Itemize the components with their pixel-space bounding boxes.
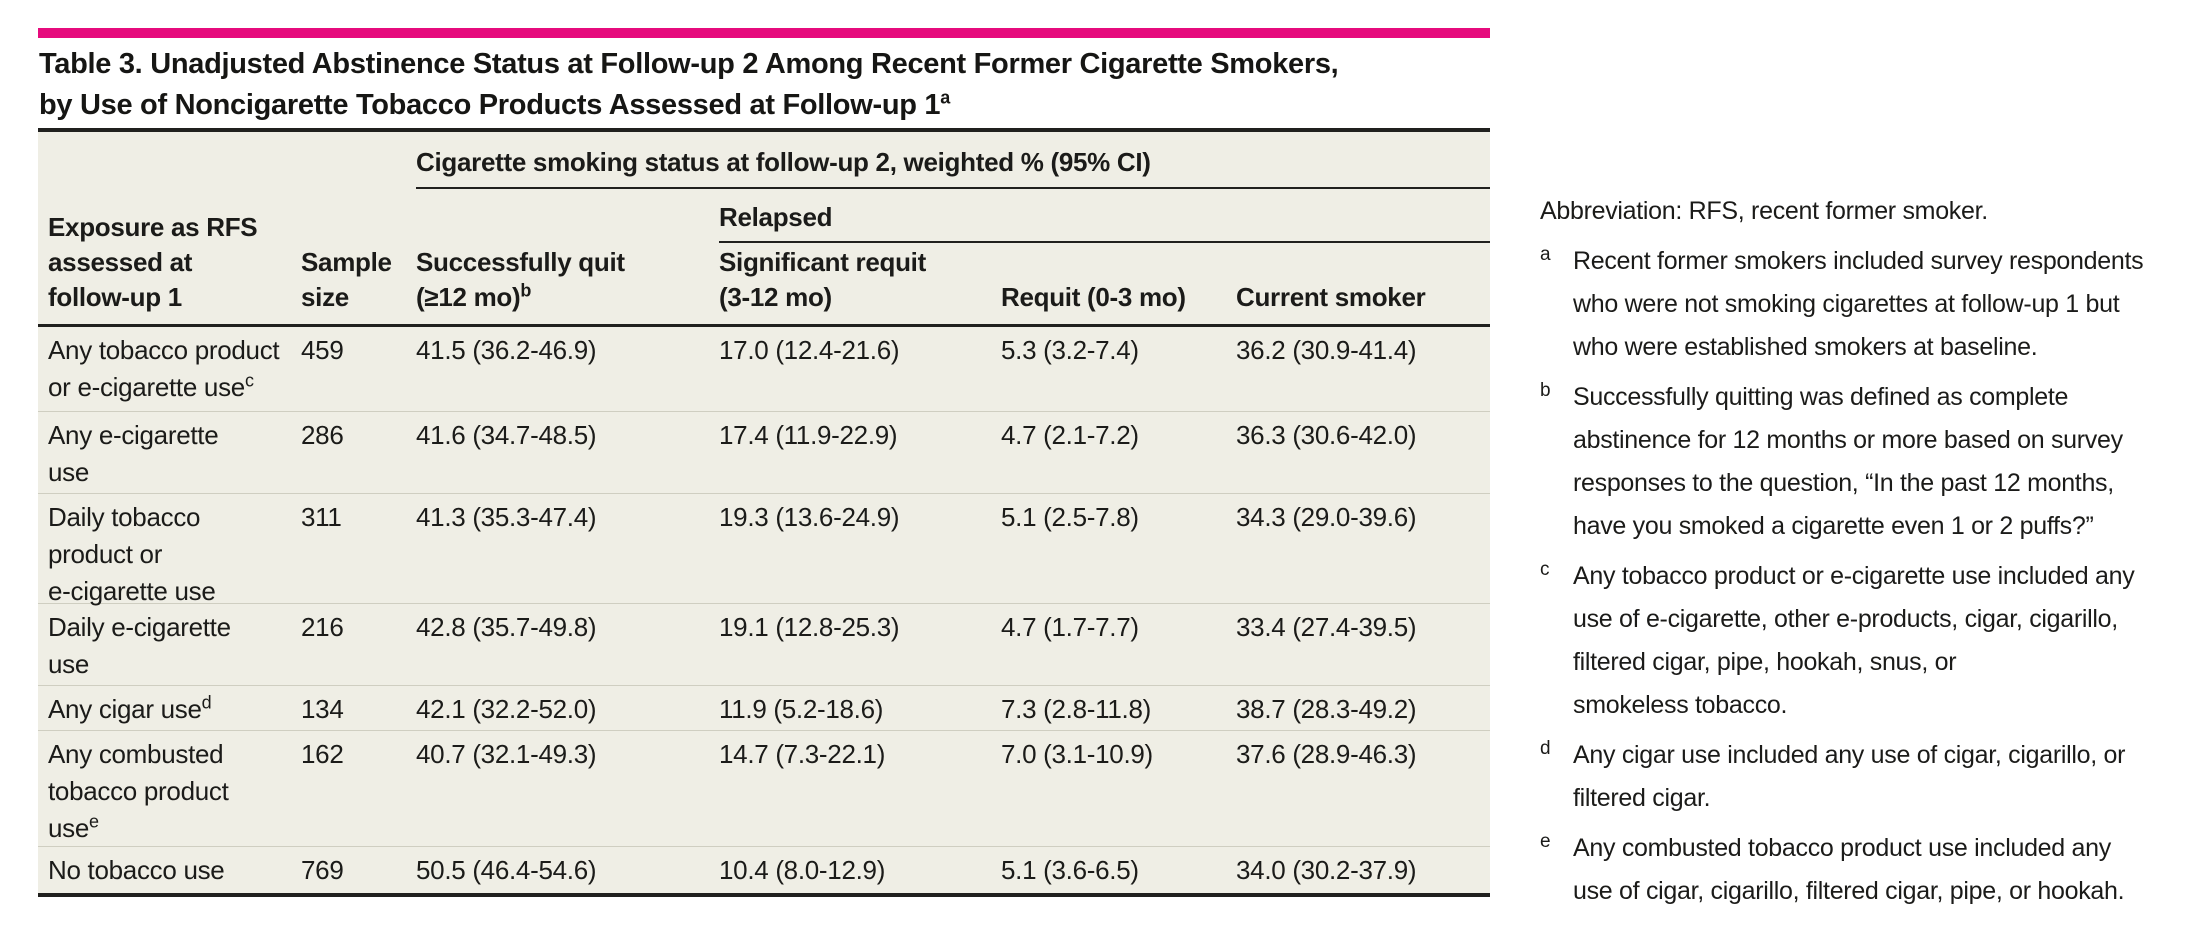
abstinence-table: Exposure as RFS assessed at follow-up 1 …	[38, 128, 1490, 897]
sample-size-cell: 769	[301, 855, 344, 885]
table-row: Daily e-cigarette use 216 42.8 (35.7-49.…	[38, 603, 1490, 685]
column-group-header-relapsed: Relapsed	[719, 200, 1490, 243]
successfully-quit-cell: 42.8 (35.7-49.8)	[416, 612, 597, 642]
footnote-letter: b	[1540, 380, 1551, 401]
footnotes-panel: Abbreviation: RFS, recent former smoker.…	[1540, 190, 2194, 913]
requit-cell: 5.1 (2.5-7.8)	[1001, 502, 1139, 532]
row-label: Any combusted tobacco product usee	[48, 739, 229, 843]
table-header: Exposure as RFS assessed at follow-up 1 …	[38, 132, 1490, 327]
footnote-letter: c	[1540, 559, 1550, 580]
row-label-superscript: c	[244, 370, 254, 391]
requit-cell: 5.3 (3.2-7.4)	[1001, 335, 1139, 365]
column-header-sample-size: Sample size	[301, 247, 392, 312]
current-smoker-cell: 34.0 (30.2-37.9)	[1236, 855, 1417, 885]
table-title-line1: Table 3. Unadjusted Abstinence Status at…	[39, 48, 1339, 80]
current-smoker-cell: 36.2 (30.9-41.4)	[1236, 335, 1417, 365]
column-group-header-smoking-status: Cigarette smoking status at follow-up 2,…	[416, 145, 1490, 189]
footnote-text: Any cigar use included any use of cigar,…	[1573, 741, 2126, 812]
column-header-successfully-quit: Successfully quit (≥12 mo)b	[416, 247, 625, 312]
footnote-letter: d	[1540, 738, 1551, 759]
sample-size-cell: 311	[301, 502, 342, 532]
footnote-text: Any combusted tobacco product use includ…	[1573, 834, 2125, 905]
successfully-quit-cell: 40.7 (32.1-49.3)	[416, 739, 597, 769]
table-row: Any e-cigarette use 286 41.6 (34.7-48.5)…	[38, 411, 1490, 493]
row-label: No tobacco use	[48, 855, 225, 885]
current-smoker-cell: 33.4 (27.4-39.5)	[1236, 612, 1417, 642]
row-label-superscript: e	[89, 811, 99, 832]
row-label: Daily tobacco product or e-cigarette use	[48, 502, 216, 606]
table-title-line2: by Use of Noncigarette Tobacco Products …	[39, 87, 950, 121]
title-superscript: a	[940, 87, 950, 108]
significant-requit-cell: 19.3 (13.6-24.9)	[719, 502, 900, 532]
column-header-current-smoker: Current smoker	[1236, 282, 1426, 312]
requit-cell: 7.0 (3.1-10.9)	[1001, 739, 1153, 769]
row-label: Any e-cigarette use	[48, 420, 219, 487]
requit-cell: 4.7 (2.1-7.2)	[1001, 420, 1139, 450]
footnote-letter: a	[1540, 244, 1551, 265]
sample-size-cell: 286	[301, 420, 344, 450]
column-header-significant-requit: Significant requit (3-12 mo)	[719, 247, 926, 312]
significant-requit-cell: 19.1 (12.8-25.3)	[719, 612, 900, 642]
footnote-text: Any tobacco product or e-cigarette use i…	[1573, 562, 2135, 719]
successfully-quit-cell: 41.3 (35.3-47.4)	[416, 502, 597, 532]
row-label: Any cigar used	[48, 692, 212, 724]
abbreviation-note: Abbreviation: RFS, recent former smoker.	[1540, 197, 1988, 225]
table-row: No tobacco use 769 50.5 (46.4-54.6) 10.4…	[38, 846, 1490, 893]
table-row: Any cigar used 134 42.1 (32.2-52.0) 11.9…	[38, 685, 1490, 730]
significant-requit-cell: 17.0 (12.4-21.6)	[719, 335, 900, 365]
row-label: Daily e-cigarette use	[48, 612, 231, 679]
sample-size-cell: 459	[301, 335, 344, 365]
requit-cell: 5.1 (3.6-6.5)	[1001, 855, 1139, 885]
table-row: Daily tobacco product or e-cigarette use…	[38, 493, 1490, 606]
current-smoker-cell: 36.3 (30.6-42.0)	[1236, 420, 1417, 450]
table-row: Any combusted tobacco product usee 162 4…	[38, 730, 1490, 846]
table-row: Any tobacco product or e-cigarette usec …	[38, 327, 1490, 411]
footnote-e: e Any combusted tobacco product use incl…	[1540, 827, 2194, 913]
header-superscript-b: b	[520, 280, 532, 301]
accent-bar	[38, 28, 1490, 38]
successfully-quit-cell: 42.1 (32.2-52.0)	[416, 694, 597, 724]
row-label-superscript: d	[201, 692, 212, 713]
row-label: Any tobacco product or e-cigarette usec	[48, 335, 280, 402]
requit-cell: 4.7 (1.7-7.7)	[1001, 612, 1139, 642]
significant-requit-cell: 14.7 (7.3-22.1)	[719, 739, 886, 769]
sample-size-cell: 216	[301, 612, 344, 642]
successfully-quit-cell: 41.6 (34.7-48.5)	[416, 420, 597, 450]
successfully-quit-cell: 41.5 (36.2-46.9)	[416, 335, 597, 365]
significant-requit-cell: 11.9 (5.2-18.6)	[719, 694, 884, 724]
footnote-b: b Successfully quitting was defined as c…	[1540, 376, 2194, 548]
column-header-requit: Requit (0-3 mo)	[1001, 282, 1186, 312]
footnote-a: a Recent former smokers included survey …	[1540, 240, 2194, 369]
significant-requit-cell: 17.4 (11.9-22.9)	[719, 420, 898, 450]
footnote-letter: e	[1540, 831, 1551, 852]
sample-size-cell: 162	[301, 739, 344, 769]
requit-cell: 7.3 (2.8-11.8)	[1001, 694, 1151, 724]
footnote-d: d Any cigar use included any use of ciga…	[1540, 734, 2194, 820]
current-smoker-cell: 38.7 (28.3-49.2)	[1236, 694, 1417, 724]
column-header-exposure: Exposure as RFS assessed at follow-up 1	[48, 212, 258, 312]
significant-requit-cell: 10.4 (8.0-12.9)	[719, 855, 886, 885]
footnote-text: Successfully quitting was defined as com…	[1573, 383, 2123, 540]
table-title: Table 3. Unadjusted Abstinence Status at…	[39, 44, 1499, 126]
current-smoker-cell: 34.3 (29.0-39.6)	[1236, 502, 1417, 532]
successfully-quit-cell: 50.5 (46.4-54.6)	[416, 855, 597, 885]
sample-size-cell: 134	[301, 694, 344, 724]
current-smoker-cell: 37.6 (28.9-46.3)	[1236, 739, 1417, 769]
footnote-text: Recent former smokers included survey re…	[1573, 247, 2144, 361]
footnote-c: c Any tobacco product or e-cigarette use…	[1540, 555, 2194, 727]
